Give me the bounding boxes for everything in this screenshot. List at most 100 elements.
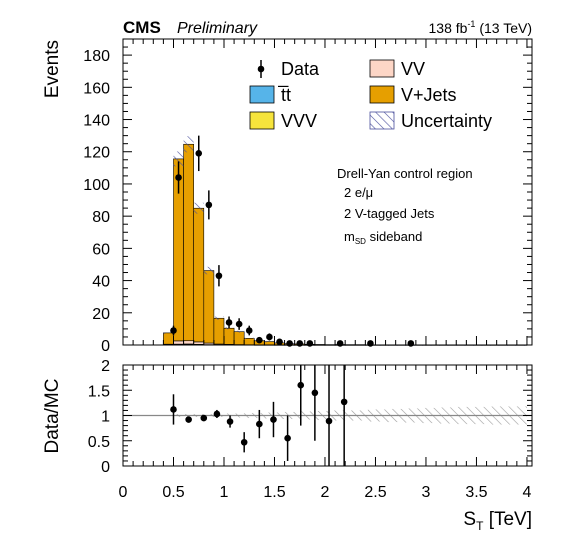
legend-swatch [369,85,395,104]
y-tick-label: 180 [83,48,110,65]
y-tick-label: 0 [101,459,110,476]
data-point [225,319,233,326]
data-point [195,150,203,157]
x-tick-label: 1.5 [263,484,285,501]
y-tick-label: 160 [83,80,110,97]
data-point [407,340,415,347]
legend-swatch [369,111,395,130]
y-axis-label-main: Events [42,40,63,98]
region-line: Drell-Yan control region [337,166,473,181]
y-tick-label: 60 [92,241,110,258]
vjets-bar [223,327,235,345]
region-line: mSD sideband [344,229,422,246]
uncertainty-band [244,337,255,339]
uncertainty-band [213,316,224,320]
data-point [235,320,243,328]
uncertainty-band [173,151,184,167]
data-point [367,340,374,347]
x-tick-label: 2.5 [364,484,386,501]
vjets-bar [183,143,194,342]
region-line: 2 V-tagged Jets [344,206,435,221]
vjets-bar [203,270,215,344]
uncertainty-band [163,331,174,334]
data-point [296,340,304,347]
vjets-bar [233,331,245,345]
status-label: Preliminary [177,20,258,37]
data-point [256,336,263,344]
vjets-bar [213,317,225,345]
region-line: 2 e/μ [344,185,373,200]
ratio-point [297,381,305,389]
uncertainty-band [183,136,194,153]
vjets-bar [163,332,174,345]
data-point [336,340,344,347]
lumi-label: 138 fb-1 (13 TeV) [429,19,533,36]
region-annotation: Drell-Yan control region 2 e/μ 2 V-tagge… [337,166,473,246]
uncertainty-band [264,341,275,343]
y-tick-label: 20 [92,306,110,323]
y-tick-label: 140 [83,113,110,130]
y-tick-label: 1.5 [88,383,110,400]
uncertainty-band [193,202,204,214]
y-tick-label: 40 [92,274,110,291]
ratio-point [170,406,177,413]
vv-bar [173,340,184,345]
ratio-point [340,398,348,406]
ratio-point [284,434,291,442]
data-point [170,327,177,334]
vv-bar [183,340,194,345]
legend-label: VV [401,59,425,79]
x-tick-label: 3 [422,484,431,501]
uncertainty-band [234,330,245,333]
legend-swatch [369,59,395,78]
ratio-plot [123,365,532,466]
y-axis-label-ratio: Data/MC [42,379,63,454]
ratio-point [325,417,333,425]
x-tick-label: 3.5 [465,484,487,501]
data-point [266,333,273,341]
ratio-point [185,416,192,423]
y-tick-label: 80 [92,209,110,226]
legend-marker [257,65,265,73]
y-tick-label: 0 [101,338,110,355]
y-tick-label: 0.5 [88,434,110,451]
ratio-point [200,414,208,422]
data-point [245,327,253,334]
x-tick-label: 0 [119,484,128,501]
ratio-point [240,438,248,446]
vjets-bar [193,207,205,343]
legend-label: Data [281,59,320,79]
data-point [286,340,293,347]
ratio-point [213,410,221,418]
y-tick-label: 2 [101,358,110,375]
experiment-label: CMS [123,18,161,37]
y-tick-label: 100 [83,177,110,194]
legend-label: VVV [281,111,317,131]
legend-label: t̅t [277,85,291,105]
x-tick-label: 0.5 [162,484,184,501]
data-point [215,272,223,280]
legend-swatch [249,111,275,130]
y-tick-label: 120 [83,145,110,162]
x-tick-label: 2 [321,484,330,501]
data-point [175,174,182,181]
x-tick-label: 4 [522,484,531,501]
x-tick-label: 1 [220,484,229,501]
legend-swatch [249,85,275,104]
legend-label: V+Jets [401,85,457,105]
y-tick-label: 1 [101,409,110,426]
vv-bar [193,341,205,345]
legend: Data VV t̅t V+Jets VVV Uncertainty [249,59,492,131]
legend-label: Uncertainty [401,111,492,131]
vjets-bar [243,338,255,346]
data-point [205,201,213,209]
uncertainty-band [203,266,214,275]
ratio-point [256,420,263,428]
data-point [276,338,283,346]
ratio-point [311,389,319,397]
x-axis-label: ST [TeV] [463,509,532,533]
ratio-point [270,416,277,423]
ratio-point [226,418,234,425]
data-point [306,340,314,347]
